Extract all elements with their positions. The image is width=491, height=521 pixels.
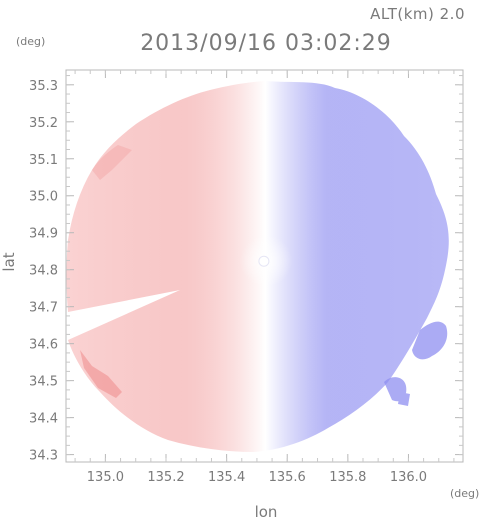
- y-tick-label: 34.8: [29, 264, 58, 279]
- radar-field-lower-left-fringe: [80, 350, 122, 398]
- x-tick-label: 136.0: [390, 470, 427, 485]
- radar-field-upper-left-fringe: [92, 145, 132, 180]
- y-tick-label: 34.9: [29, 227, 58, 242]
- radar-center-marker: [258, 255, 270, 267]
- y-tick-label: 35.3: [29, 79, 58, 94]
- y-tick-label: 34.7: [29, 301, 58, 316]
- right-blue-echoes: [384, 321, 448, 406]
- y-tick-label: 34.5: [29, 375, 58, 390]
- y-tick-label: 34.3: [29, 449, 58, 464]
- plot-frame: [65, 69, 464, 463]
- y-tick-label: 35.1: [29, 153, 58, 168]
- x-axis-title: lon: [255, 503, 278, 521]
- y-axis-title: lat: [0, 252, 18, 271]
- axis-tick-labels: 135.0 135.2 135.4 135.6 135.8 136.0 34.3 34.4 34…: [29, 79, 427, 485]
- y-unit-label: (deg): [16, 35, 45, 48]
- chart-title: 2013/09/16 03:02:29: [140, 31, 392, 56]
- axis-ticks: [66, 70, 463, 462]
- x-tick-label: 135.8: [329, 470, 366, 485]
- x-tick-label: 135.0: [87, 470, 124, 485]
- y-tick-label: 35.2: [29, 116, 58, 131]
- y-tick-label: 35.0: [29, 190, 58, 205]
- x-tick-label: 135.4: [208, 470, 245, 485]
- x-tick-label: 135.2: [147, 470, 184, 485]
- plot-area: [66, 81, 449, 452]
- altitude-label: ALT(km) 2.0: [370, 5, 465, 23]
- y-tick-label: 34.6: [29, 338, 58, 353]
- x-unit-label: (deg): [450, 487, 479, 500]
- y-tick-label: 34.4: [29, 412, 58, 427]
- x-tick-label: 135.6: [269, 470, 306, 485]
